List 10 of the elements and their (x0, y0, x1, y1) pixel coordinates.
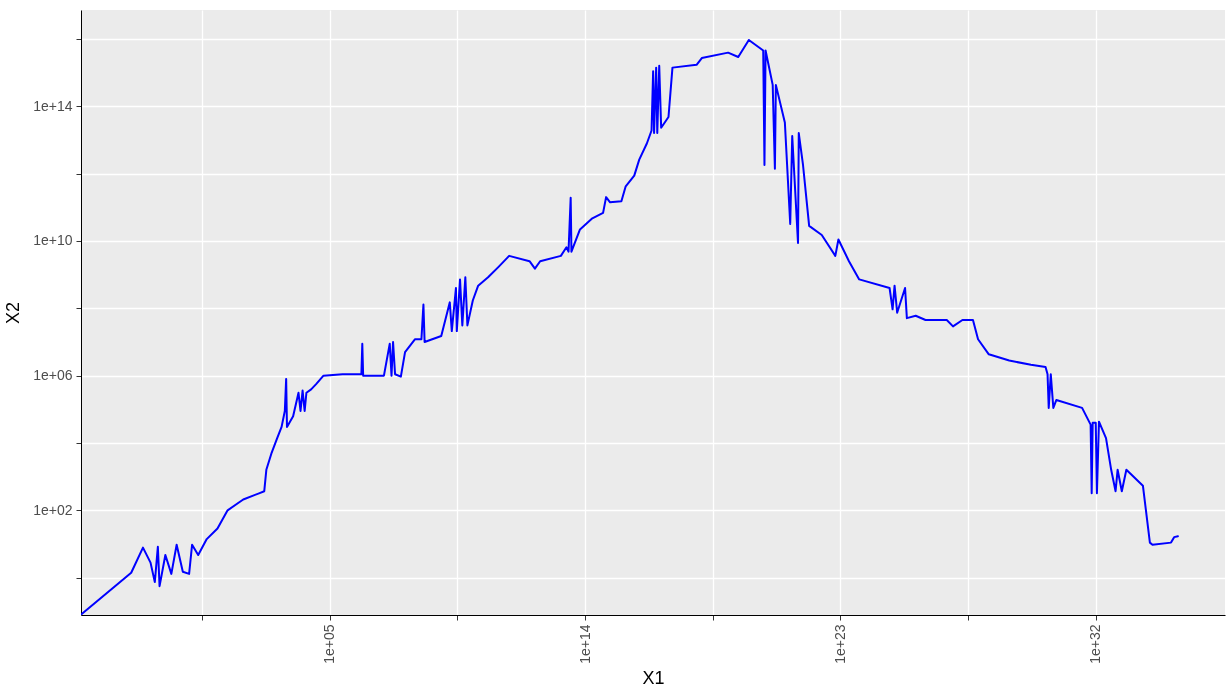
y-axis-title: X2 (3, 301, 24, 325)
x-tick-label: 1e+32 (1087, 624, 1104, 664)
y-tick-label: 1e+06 (33, 367, 73, 384)
x-tick-label: 1e+05 (321, 624, 338, 664)
y-tick-label: 1e+14 (33, 97, 73, 114)
y-tick-label: 1e+02 (33, 501, 73, 518)
x-tick-label: 1e+14 (576, 624, 593, 664)
x-axis-title: X1 (642, 667, 665, 688)
x-tick-label: 1e+23 (831, 624, 848, 664)
y-tick-label: 1e+10 (33, 232, 73, 249)
